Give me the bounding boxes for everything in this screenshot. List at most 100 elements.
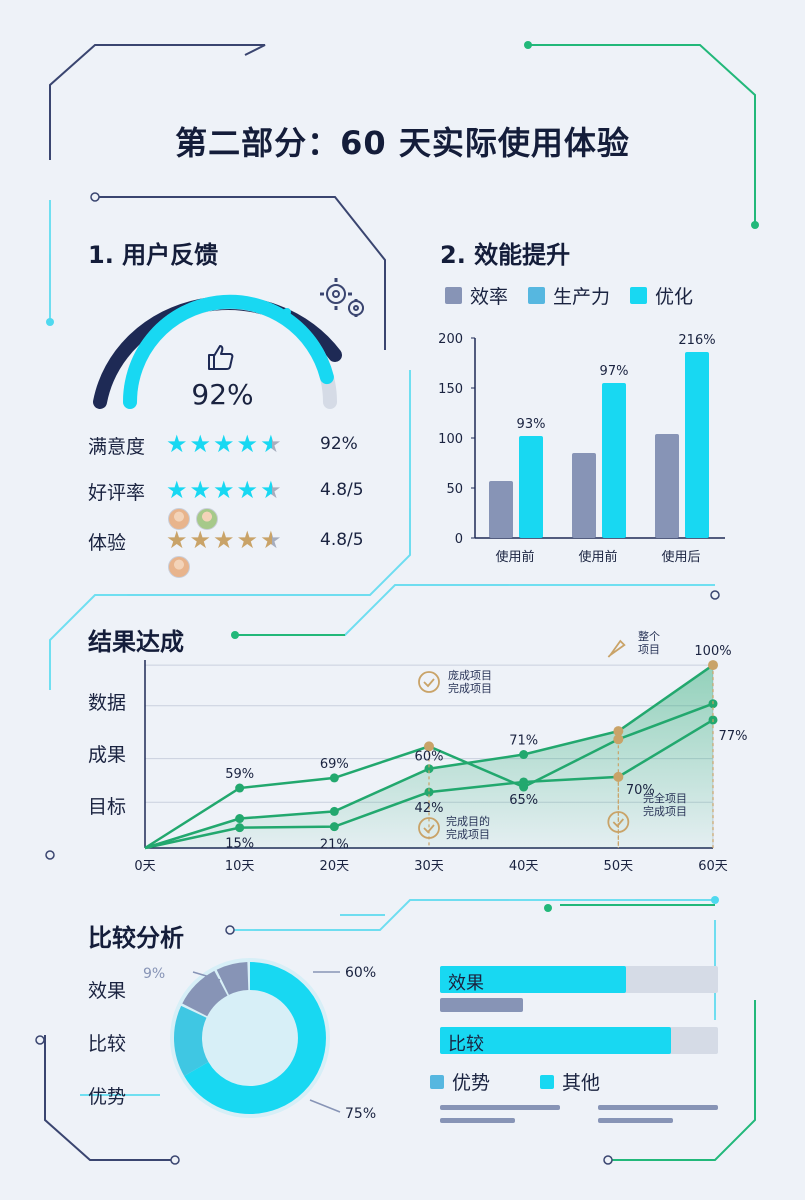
data-point [424, 787, 434, 797]
results-ylabel-target: 目标 [88, 796, 127, 818]
check-circle-icon [418, 817, 440, 839]
hbar-fill [440, 1027, 671, 1054]
bar-data-label: 93% [517, 417, 546, 432]
donut-label: 75% [345, 1106, 376, 1122]
donut-slice-60 [249, 962, 326, 1114]
hbar-label: 效果 [448, 973, 484, 994]
annotation-50-bottom: 完全项目 完成项目 [643, 792, 687, 818]
point-data-label: 65% [509, 793, 538, 808]
legend-lines [430, 1095, 730, 1125]
avatar [168, 508, 190, 530]
star-icon: ★ [260, 526, 284, 554]
rating-value: 4.8/5 [320, 530, 364, 550]
y-tick-label: 200 [438, 332, 463, 347]
x-tick-label: 使用前 [495, 549, 534, 565]
data-point [329, 806, 339, 816]
y-tick-label: 150 [438, 382, 463, 397]
feedback-heading: 1. 用户反馈 [88, 241, 219, 269]
area-fill [145, 665, 713, 848]
gauge-value: 92% [191, 378, 254, 411]
star-icon: ★ [189, 526, 214, 554]
x-tick-label: 60天 [698, 859, 728, 874]
results-heading: 结果达成 [88, 628, 184, 656]
gears-icon [320, 278, 364, 317]
data-point [235, 783, 245, 793]
check-mark-icon [423, 824, 435, 834]
hbar-fill [440, 966, 627, 993]
point-data-label: 59% [225, 767, 254, 782]
bar [572, 453, 596, 538]
donut-slice-mid [174, 1005, 209, 1076]
leader-line [192, 971, 221, 981]
highlight-point [613, 771, 624, 782]
highlight-point [708, 660, 718, 671]
data-point [424, 764, 434, 774]
avatar [168, 556, 190, 578]
highlight-point [613, 726, 624, 737]
point-data-label: 70% [626, 783, 655, 798]
bar-data-label: 97% [600, 364, 629, 379]
legend-item-efficiency: 效率 [445, 282, 508, 309]
annotation-30-top: 庞成项目 完成项目 [448, 669, 492, 695]
star-rating: ★★★★★ [166, 528, 284, 552]
donut-slice-small [216, 962, 250, 996]
performance-heading: 2. 效能提升 [440, 241, 571, 269]
bar [489, 481, 513, 538]
x-tick-label: 30天 [414, 859, 444, 874]
point-data-label: 71% [509, 734, 538, 749]
highlight-point [424, 741, 434, 752]
legend-item-productivity: 生产力 [528, 282, 610, 309]
donut-slice-9 [182, 970, 229, 1017]
check-mark-icon [612, 818, 625, 828]
x-tick-label: 50天 [604, 859, 634, 874]
results-ylabel-outcome: 成果 [88, 744, 127, 766]
x-tick-label: 使用前 [578, 549, 617, 565]
star-icon: ★ [260, 476, 284, 504]
point-data-label: 15% [225, 837, 254, 852]
data-point [329, 822, 339, 832]
rating-row: 好评率 ★★★★★ 4.8/5 [88, 478, 408, 508]
donut-label: 9% [143, 966, 165, 982]
performance-legend: 效率 生产力 优化 [445, 282, 693, 309]
star-icon: ★ [189, 476, 214, 504]
rating-row: 满意度 ★★★★★ 92% [88, 432, 408, 462]
rating-value: 92% [320, 434, 358, 454]
hbar-secondary [440, 998, 524, 1012]
rating-label: 好评率 [88, 482, 146, 504]
x-tick-label: 40天 [509, 859, 539, 874]
y-tick-label: 50 [446, 482, 463, 497]
rocket-icon [607, 639, 626, 658]
highlight-point [613, 734, 624, 745]
point-data-label: 60% [415, 750, 444, 765]
point-data-label: 69% [320, 757, 349, 772]
star-icon: ★ [213, 476, 237, 504]
comparison-label-effect: 效果 [88, 980, 127, 1002]
data-point [235, 814, 245, 824]
legend-item-other: 其他 [540, 1068, 600, 1095]
results-ylabel-data: 数据 [88, 692, 127, 714]
star-icon: ★ [236, 430, 261, 458]
thumbs-up-icon [208, 345, 234, 370]
bar-data-label: 216% [678, 333, 715, 348]
star-icon: ★ [236, 476, 261, 504]
y-tick-label: 0 [455, 532, 463, 547]
bar [685, 352, 709, 538]
data-point [519, 777, 529, 787]
comparison-label-compare: 比较 [88, 1033, 127, 1055]
comparison-label-advantage: 优势 [88, 1086, 127, 1108]
star-rating: ★★★★★ [166, 432, 284, 456]
satisfaction-gauge [93, 294, 342, 409]
data-point [519, 750, 529, 760]
x-tick-label: 10天 [225, 859, 255, 874]
rating-row: 体验 ★★★★★ 4.8/5 [88, 528, 408, 558]
annotation-30-bottom: 完成目的 完成项目 [446, 815, 490, 841]
check-mark-icon [423, 678, 435, 688]
rating-label: 满意度 [88, 436, 146, 458]
donut-label: 60% [345, 965, 376, 981]
avatar [196, 508, 218, 530]
check-circle-icon [418, 671, 440, 693]
bar [655, 434, 679, 538]
legend-item-advantage: 优势 [430, 1068, 490, 1095]
legend-item-optimization: 优化 [630, 282, 693, 309]
